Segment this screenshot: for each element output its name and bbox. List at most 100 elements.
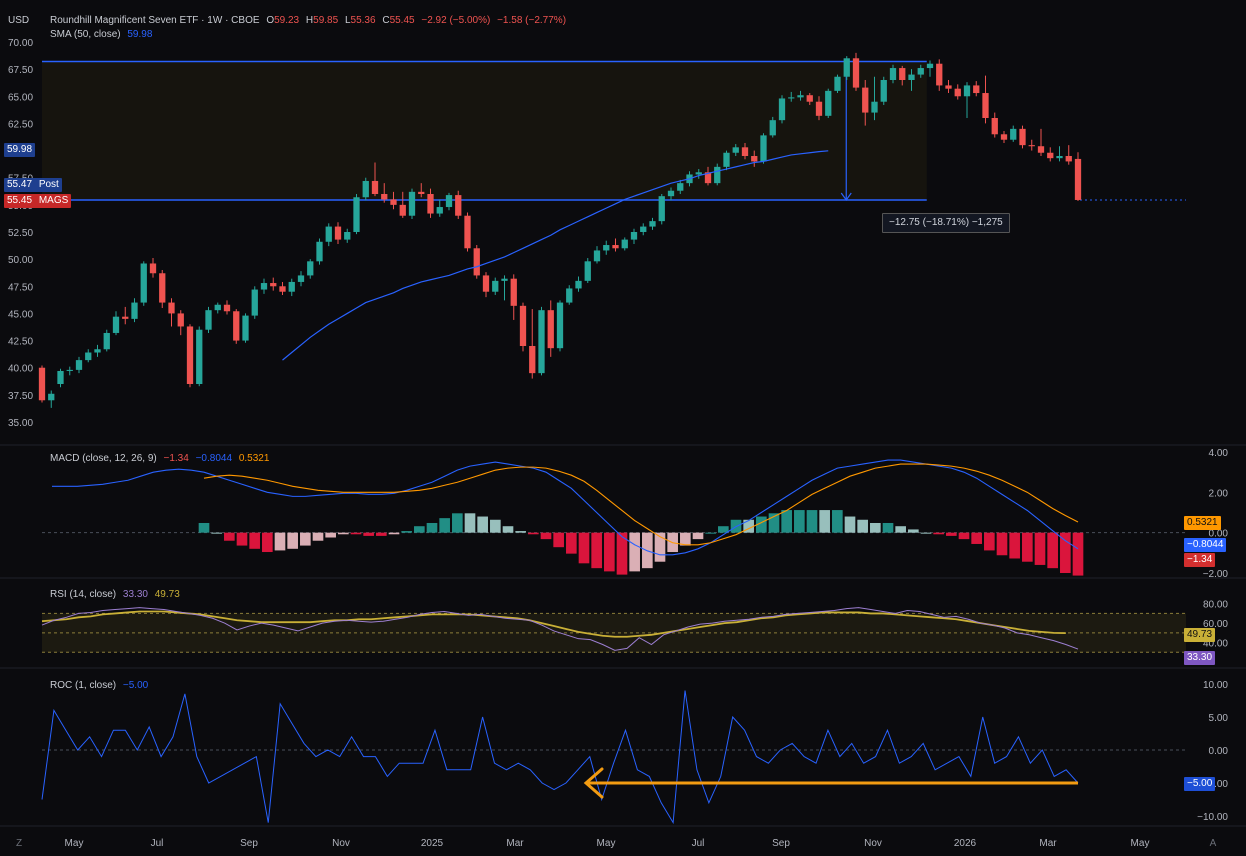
measure-tooltip: −12.75 (−18.71%) −1,275 — [882, 213, 1010, 233]
candle-body — [85, 352, 92, 361]
candle-body — [1037, 146, 1045, 153]
candle-body — [714, 166, 721, 184]
macd-histogram-bar — [414, 526, 425, 533]
candle-body — [242, 315, 249, 341]
candle-body — [584, 261, 591, 281]
candle-body — [815, 101, 823, 116]
sma-price-tag: 59.98 — [4, 143, 36, 157]
roc-value: −5.00 — [122, 680, 149, 691]
candle-body — [473, 248, 480, 276]
change-value: −2.92 (−5.00%) — [421, 15, 491, 26]
candle-body — [1047, 152, 1054, 159]
candle-body — [122, 316, 129, 319]
time-axis-tick: May — [65, 838, 84, 849]
candle-body — [1028, 145, 1035, 147]
macd-histogram-bar — [680, 532, 691, 546]
candle-body — [48, 393, 55, 401]
macd-histogram-bar — [553, 532, 564, 548]
candle-body — [991, 118, 998, 135]
rsi-value: 33.30 — [122, 589, 148, 600]
macd-histogram-bar — [832, 510, 843, 533]
price-axis-tick: 42.50 — [8, 337, 33, 348]
candle-body — [538, 310, 545, 374]
candle-body — [899, 68, 906, 80]
candle-body — [889, 68, 897, 80]
sma-value: 59.98 — [127, 29, 153, 40]
candle-body — [556, 302, 564, 349]
time-axis-corner: A — [1210, 838, 1217, 849]
candle-body — [973, 85, 980, 94]
candle-body — [186, 326, 194, 384]
candle-body — [732, 147, 739, 153]
symbol-title[interactable]: Roundhill Magnificent Seven ETF · 1W · C… — [50, 15, 260, 26]
rsi-tag: 33.30 — [1184, 651, 1216, 665]
macd-histogram-bar — [616, 532, 628, 575]
macd-histogram-bar — [224, 532, 235, 541]
rsi-ma-value: 49.73 — [154, 589, 180, 600]
candle-body — [806, 95, 813, 102]
candle-body — [482, 275, 490, 292]
macd-histogram-bar — [566, 532, 577, 554]
macd-histogram-bar — [1047, 532, 1058, 569]
candle-body — [177, 313, 184, 327]
macd-histogram-bar — [401, 531, 412, 533]
time-axis-tick: Mar — [506, 838, 524, 849]
candle-body — [492, 280, 499, 292]
roc-label: ROC (1, close) — [50, 680, 117, 691]
candle-body — [751, 156, 758, 162]
candle-body — [1010, 128, 1017, 140]
price-axis-tick: 65.00 — [8, 92, 33, 103]
candle-body — [149, 263, 157, 274]
candle-body — [704, 172, 712, 184]
macd-histogram-bar — [439, 518, 450, 533]
time-axis-tick: May — [1131, 838, 1150, 849]
candle-body — [778, 98, 786, 121]
price-axis-tick: 47.50 — [8, 282, 33, 293]
candle-body — [214, 304, 221, 311]
annotation-arrow-head — [583, 767, 604, 799]
macd-histogram-bar — [515, 531, 526, 533]
candle-body — [399, 204, 406, 216]
candle-body — [862, 87, 869, 113]
candle-body — [66, 369, 73, 371]
macd-histogram-bar — [946, 532, 957, 536]
legend-row-main: Roundhill Magnificent Seven ETF · 1W · C… — [50, 15, 566, 26]
candle-body — [797, 95, 804, 98]
candle-body — [593, 250, 601, 262]
candle-body — [408, 191, 416, 216]
candle-body — [677, 183, 684, 191]
close-label: C — [382, 15, 390, 26]
macd-histogram-bar — [781, 510, 792, 533]
legend-row-sma[interactable]: SMA (50, close) 59.98 — [50, 29, 152, 40]
open-label: O — [266, 15, 275, 26]
macd-histogram-bar — [743, 519, 754, 533]
macd-histogram-bar — [236, 532, 248, 546]
candle-body — [908, 74, 915, 80]
candle-body — [427, 194, 434, 214]
low-value: 55.36 — [350, 15, 376, 26]
roc-axis-tick: −10.00 — [1197, 812, 1228, 823]
rsi-legend[interactable]: RSI (14, close) 33.30 49.73 — [50, 589, 180, 600]
macd-signal-line — [203, 463, 1079, 546]
macd-histogram-bar — [895, 526, 906, 533]
candle-body — [288, 281, 295, 292]
price-axis-tick: 35.00 — [8, 418, 33, 429]
macd-line-tag: −0.8044 — [1184, 538, 1227, 552]
macd-hist-value: −1.34 — [163, 453, 189, 464]
roc-legend[interactable]: ROC (1, close) −5.00 — [50, 680, 148, 691]
candle-body — [788, 97, 795, 99]
macd-histogram-bar — [249, 532, 260, 549]
price-axis-tick: 62.50 — [8, 119, 33, 130]
macd-histogram-bar — [857, 519, 868, 533]
sma-line — [282, 150, 829, 361]
macd-legend[interactable]: MACD (close, 12, 26, 9) −1.34 −0.8044 0.… — [50, 453, 269, 464]
candle-body — [205, 310, 212, 330]
candle-body — [769, 120, 776, 136]
candle-body — [270, 283, 277, 287]
macd-histogram-bar — [908, 529, 919, 533]
rsi-ma-line — [41, 610, 1066, 638]
macd-histogram-bar — [604, 532, 615, 572]
candle-body — [963, 85, 971, 97]
candle-body — [316, 241, 323, 262]
